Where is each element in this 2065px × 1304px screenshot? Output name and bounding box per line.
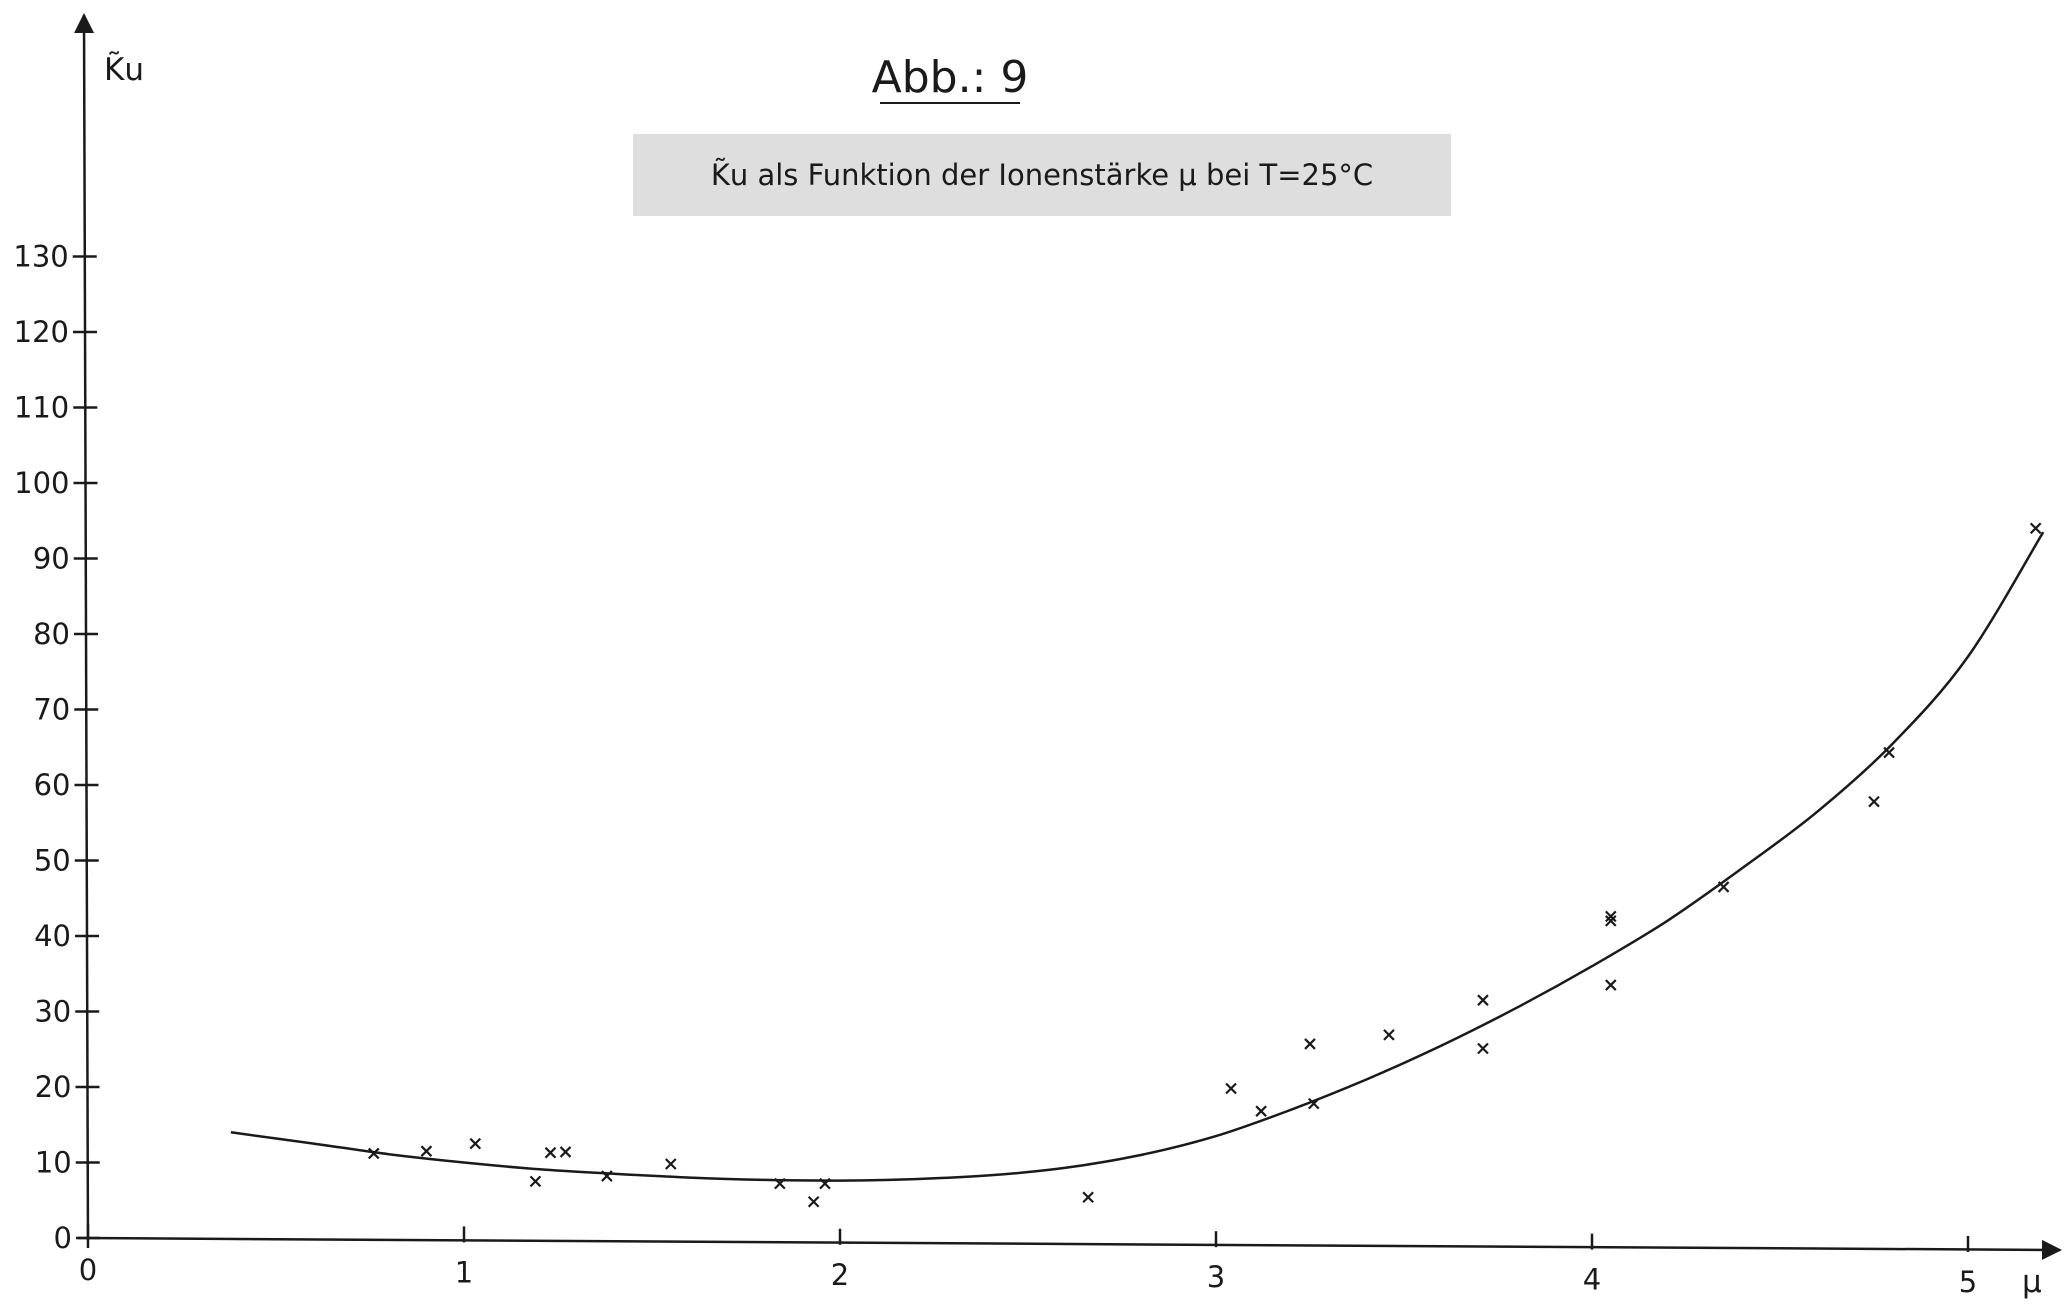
y-tick-label: 30 — [34, 995, 71, 1029]
data-point — [420, 1145, 433, 1157]
x-tick-label: 5 — [1959, 1265, 1977, 1299]
data-point — [665, 1158, 677, 1170]
data-point — [807, 1195, 820, 1208]
data-point — [2029, 522, 2042, 535]
y-tick-label: 40 — [34, 919, 71, 953]
data-point — [469, 1137, 482, 1150]
figure-title: Abb.: 9 — [872, 52, 1029, 103]
y-tick-label: 80 — [33, 617, 70, 651]
data-point — [1383, 1029, 1395, 1041]
chart-subtitle: K̃u als Funktion der Ionenstärke μ bei T… — [711, 158, 1373, 192]
data-point — [1883, 746, 1895, 759]
y-tick-label: 50 — [34, 844, 71, 878]
x-tick-label: 0 — [79, 1253, 97, 1287]
y-tick-label: 120 — [14, 315, 69, 349]
data-point — [1717, 881, 1730, 893]
data-point — [1082, 1191, 1094, 1204]
data-point — [601, 1170, 613, 1182]
data-point — [559, 1146, 572, 1158]
y-tick-label: 130 — [13, 240, 68, 274]
data-point — [1477, 1042, 1489, 1055]
subtitle-box — [633, 134, 1451, 216]
x-tick-label: 3 — [1207, 1260, 1225, 1294]
data-point — [544, 1146, 557, 1159]
data-point — [1605, 915, 1617, 927]
data-point — [1477, 994, 1489, 1006]
data-point — [1304, 1038, 1316, 1050]
y-axis — [74, 13, 95, 1249]
data-point — [1605, 979, 1617, 991]
y-tick-label: 10 — [35, 1146, 72, 1180]
y-tick-label: 100 — [14, 466, 69, 500]
fit-curve — [230, 531, 2045, 1182]
data-point — [529, 1175, 542, 1188]
data-point — [1868, 795, 1880, 808]
data-point — [819, 1177, 831, 1190]
y-axis-label: K̃u — [104, 52, 144, 88]
y-tick-label: 60 — [34, 768, 71, 802]
data-point — [1225, 1082, 1237, 1095]
y-tick-label: 20 — [35, 1070, 72, 1104]
data-point — [367, 1147, 380, 1160]
x-tick-label: 2 — [831, 1258, 849, 1292]
data-point — [1307, 1097, 1320, 1110]
data-point — [1255, 1105, 1267, 1117]
x-axis-label: μ — [2022, 1264, 2042, 1300]
y-tick-label: 110 — [14, 391, 69, 425]
x-tick-label: 4 — [1583, 1263, 1601, 1297]
data-point — [1605, 910, 1617, 923]
y-tick-label: 0 — [54, 1221, 72, 1255]
y-tick-label: 90 — [33, 542, 70, 576]
data-point — [774, 1177, 786, 1190]
x-axis — [77, 1236, 2062, 1260]
x-tick-label: 1 — [455, 1255, 473, 1289]
y-tick-label: 70 — [33, 693, 70, 727]
